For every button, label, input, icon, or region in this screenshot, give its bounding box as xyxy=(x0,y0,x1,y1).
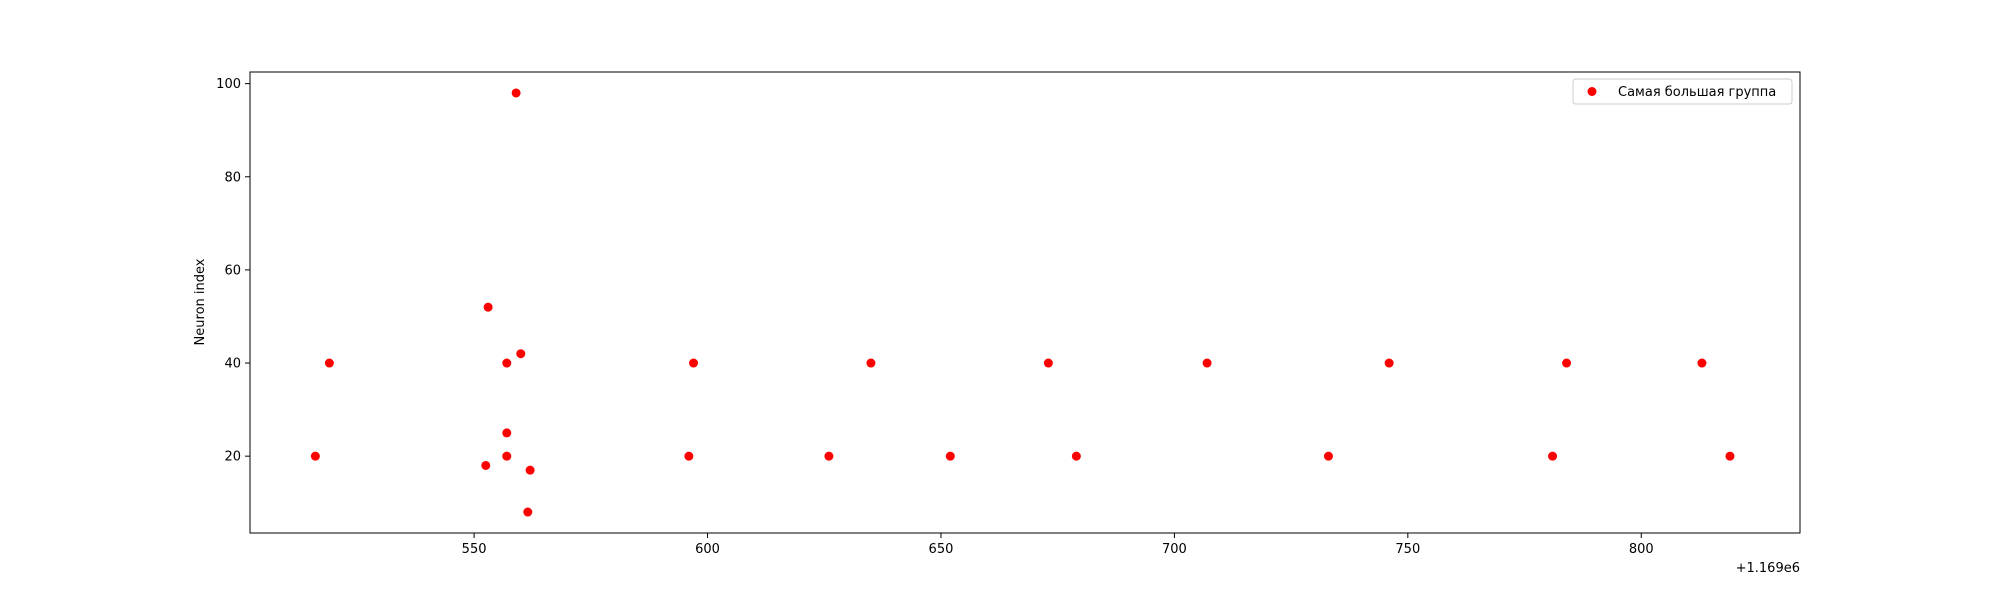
legend-box xyxy=(1572,78,1793,105)
data-point xyxy=(481,460,491,470)
data-point xyxy=(502,358,512,368)
data-point xyxy=(483,302,493,312)
x-tick-label: 700 xyxy=(1162,542,1187,557)
data-point xyxy=(502,428,512,438)
y-axis: 20 40 60 80 100 xyxy=(216,77,250,465)
data-point xyxy=(684,451,694,461)
x-axis-offset-label: +1.169e6 xyxy=(1736,561,1800,576)
data-point xyxy=(945,451,955,461)
y-tick-label: 60 xyxy=(224,263,241,278)
data-point xyxy=(1323,451,1333,461)
data-point xyxy=(1562,358,1572,368)
data-point xyxy=(523,507,533,517)
data-point xyxy=(1202,358,1212,368)
data-point xyxy=(1384,358,1394,368)
legend-label: Самая большая группа xyxy=(1618,85,1776,100)
data-point xyxy=(1697,358,1707,368)
data-point xyxy=(525,465,535,475)
data-point xyxy=(516,349,526,359)
data-point xyxy=(324,358,334,368)
x-tick-label: 750 xyxy=(1395,542,1420,557)
data-point xyxy=(866,358,876,368)
data-point xyxy=(502,451,512,461)
y-axis-label: Neuron index xyxy=(193,258,208,345)
legend-marker xyxy=(1587,87,1597,96)
y-tick-label: 40 xyxy=(224,357,241,372)
x-tick-label: 600 xyxy=(695,542,720,557)
data-point xyxy=(1548,451,1558,461)
data-points xyxy=(310,88,1735,517)
x-tick-label: 550 xyxy=(462,542,487,557)
data-point xyxy=(1043,358,1053,368)
data-point xyxy=(1071,451,1081,461)
legend: Самая большая группа xyxy=(1572,78,1793,105)
y-tick-label: 100 xyxy=(216,77,241,92)
x-axis: 550 600 650 700 750 800 xyxy=(462,533,1654,557)
data-point xyxy=(310,451,320,461)
x-tick-label: 650 xyxy=(929,542,954,557)
x-tick-label: 800 xyxy=(1629,542,1654,557)
y-tick-label: 20 xyxy=(224,450,241,465)
data-point xyxy=(511,88,521,98)
data-point xyxy=(824,451,834,461)
data-point xyxy=(1725,451,1735,461)
data-point xyxy=(689,358,699,368)
y-tick-label: 80 xyxy=(224,170,241,185)
